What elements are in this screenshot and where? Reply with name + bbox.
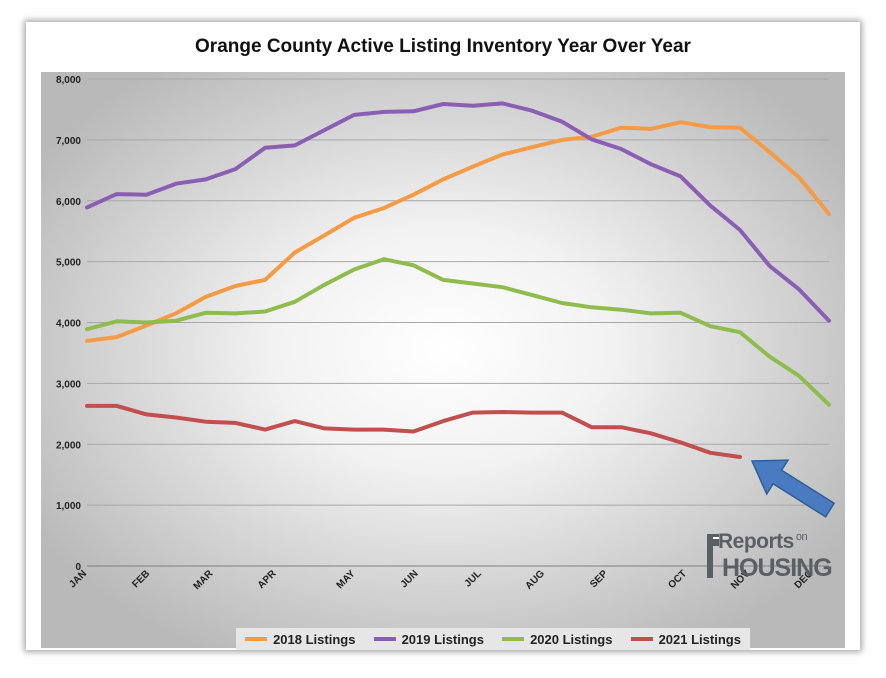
x-tick-label: JAN (67, 568, 89, 590)
y-tick-label: 1,000 (56, 501, 81, 512)
y-tick-label: 3,000 (56, 379, 81, 390)
chart-legend: 2018 Listings 2019 Listings 2020 Listings 2… (236, 628, 750, 650)
y-tick-label: 8,000 (56, 75, 81, 86)
legend-label: 2018 Listings (273, 631, 356, 647)
x-tick-label: OCT (666, 568, 689, 591)
x-tick-label: SEP (588, 568, 610, 590)
x-tick-label: MAY (335, 568, 358, 591)
x-tick-label: MAR (192, 568, 216, 592)
legend-label: 2019 Listings (401, 631, 484, 647)
line-chart: 0 1,000 2,000 3,000 4,000 5,000 6,000 7,000 8,00… (56, 75, 836, 592)
x-tick-label: JUN (399, 568, 421, 590)
x-tick-label: JUL (463, 568, 484, 589)
logo-line1: Reports on (718, 530, 808, 553)
legend-swatch (630, 637, 653, 641)
series-line (85, 403, 742, 459)
y-tick-label: 5,000 (56, 258, 81, 269)
chart-title: Orange County Active Listing Inventory Y… (195, 36, 691, 57)
series-line (85, 257, 831, 407)
logo-line2: HOUSING (722, 554, 833, 582)
legend-item: 2021 Listings (630, 631, 741, 647)
y-tick-label: 7,000 (56, 136, 81, 147)
series-line (85, 101, 831, 323)
legend-item: 2018 Listings (245, 632, 355, 647)
y-tick-label: 4,000 (56, 319, 81, 330)
y-tick-label: 6,000 (56, 197, 81, 208)
x-tick-label: AUG (523, 568, 547, 592)
series-line (85, 120, 831, 343)
legend-swatch (373, 637, 396, 641)
legend-item: 2019 Listings (373, 631, 484, 647)
chart-frame: Orange County Active Listing Inventory Y… (26, 22, 860, 650)
legend-item: 2020 Listings (502, 632, 612, 647)
legend-swatch (245, 637, 268, 641)
reports-on-housing-logo: Reports on HOUSING (704, 530, 844, 584)
y-tick-label: 2,000 (56, 440, 81, 451)
y-tick-label: 0 (75, 562, 81, 573)
x-tick-label: APR (256, 568, 279, 591)
legend-label: 2021 Listings (658, 631, 741, 647)
legend-swatch (502, 637, 525, 641)
annotation-arrow (750, 459, 836, 518)
legend-label: 2020 Listings (530, 631, 613, 647)
house-logo-icon (707, 534, 719, 578)
x-tick-label: FEB (130, 568, 152, 590)
